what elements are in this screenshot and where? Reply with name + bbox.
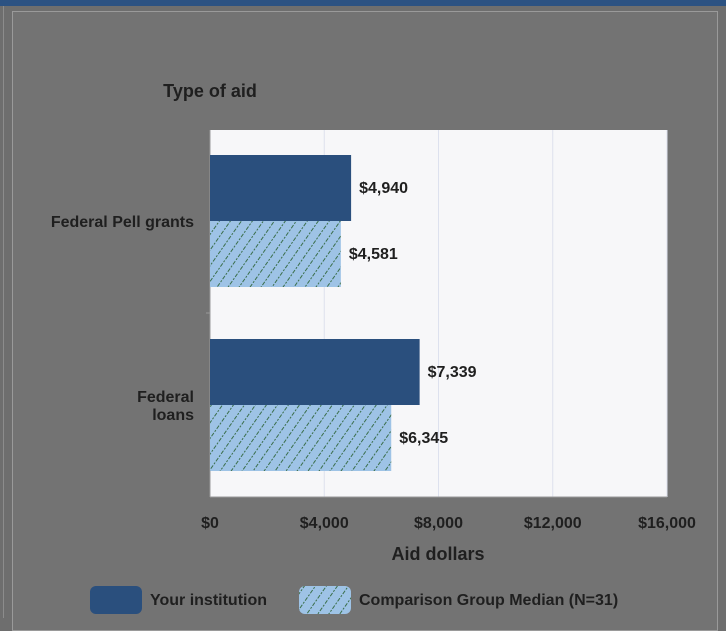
bar-chart: $4,940 $4,581 $7,339 $6,345 Federal Pell gra… <box>51 81 696 614</box>
x-tick-label: $4,000 <box>300 515 349 532</box>
data-label: $4,581 <box>349 246 398 263</box>
x-tick-label: $16,000 <box>638 515 696 532</box>
bar-comparison-median <box>210 221 341 287</box>
legend-label-your-institution: Your institution <box>150 592 267 609</box>
category-label: Federal <box>137 389 194 406</box>
legend-label-comparison: Comparison Group Median (N=31) <box>359 592 618 609</box>
panel-edge <box>3 6 4 618</box>
bar-your-institution <box>210 155 352 221</box>
data-label: $7,339 <box>428 364 477 381</box>
legend-swatch-your-institution[interactable] <box>90 586 142 614</box>
y-axis-title: Type of aid <box>163 81 257 101</box>
x-tick-label: $12,000 <box>524 515 582 532</box>
bar-your-institution <box>210 339 420 405</box>
category-label: loans <box>152 407 194 424</box>
x-tick-label: $0 <box>201 515 219 532</box>
data-label: $4,940 <box>359 180 408 197</box>
x-tick-label: $8,000 <box>414 515 463 532</box>
category-label: Federal Pell grants <box>51 214 194 231</box>
x-axis-title: Aid dollars <box>391 544 484 564</box>
header-bar <box>0 0 726 6</box>
legend-swatch-comparison[interactable] <box>299 586 351 614</box>
bar-comparison-median <box>210 405 392 471</box>
data-label: $6,345 <box>399 430 448 447</box>
